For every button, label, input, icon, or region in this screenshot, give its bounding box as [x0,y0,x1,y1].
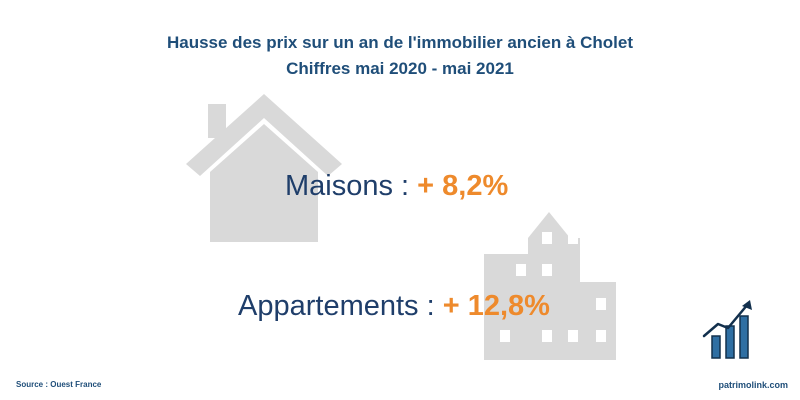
source-note: Source : Ouest France [16,380,102,389]
stat-appartements-value: + 12,8% [442,290,550,322]
title-line-1: Hausse des prix sur un an de l'immobilie… [166,33,633,52]
page-title: Hausse des prix sur un an de l'immobilie… [0,30,800,82]
stat-maisons-label: Maisons : [285,170,418,202]
stat-appartements-label: Appartements : [238,290,443,322]
stat-maisons-value: + 8,2% [417,170,509,202]
building-icon [484,212,616,360]
house-icon [186,94,342,242]
stat-appartements: Appartements : + 12,8% [238,290,550,323]
brand-link[interactable]: patrimolink.com [718,380,788,390]
title-line-2: Chiffres mai 2020 - mai 2021 [286,59,514,78]
growth-chart-icon [702,300,752,359]
stat-maisons: Maisons : + 8,2% [285,170,508,203]
